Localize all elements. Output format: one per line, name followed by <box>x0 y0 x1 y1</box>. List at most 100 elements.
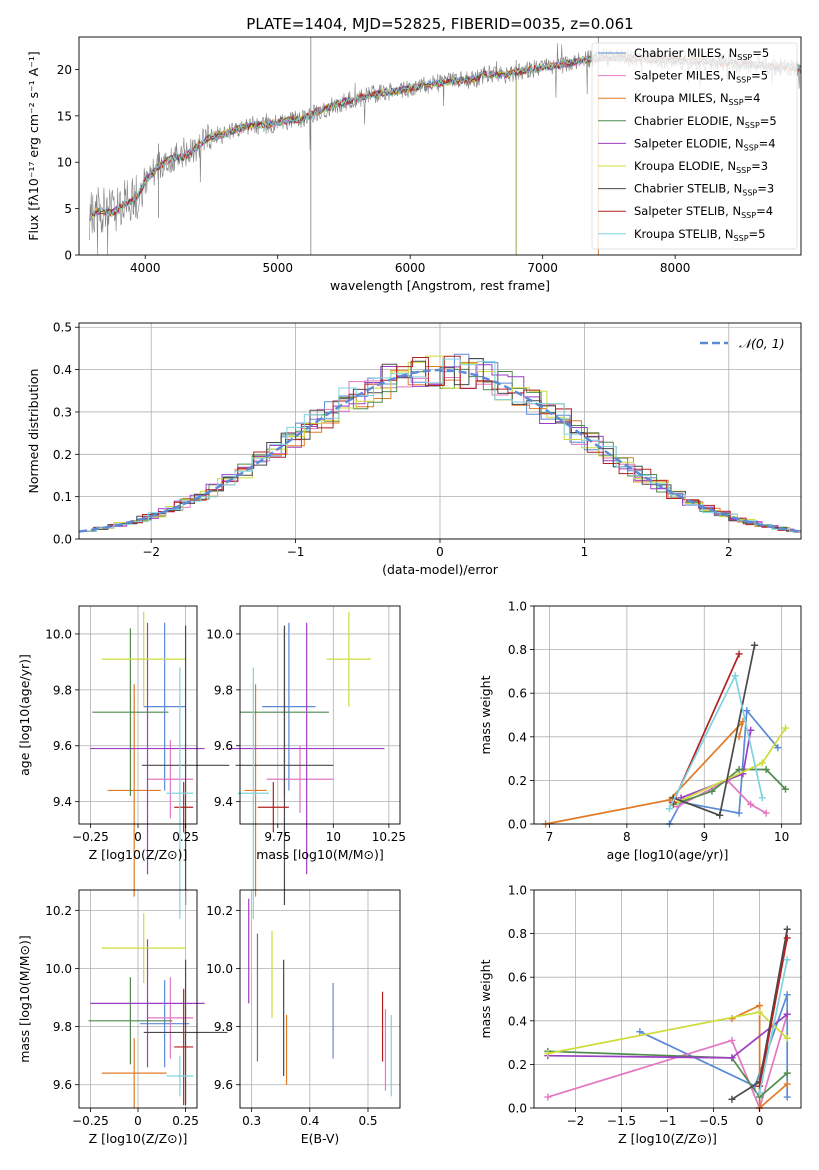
y-tick-label: 9.4 <box>53 795 72 809</box>
legend-entry: 𝒩(0, 1) <box>739 336 785 351</box>
y-tick-label: 0.2 <box>508 774 527 788</box>
axes-weight-vs-age: 7 8 9 10 0.0 0.2 0.4 0.6 0.8 1.0 age [log10(age/yr… <box>478 600 802 862</box>
y-tick-label: 9.8 <box>53 683 72 697</box>
axes-frame <box>78 889 198 1109</box>
y-tick-label: 10.0 <box>45 627 72 641</box>
axes-frame <box>78 36 802 256</box>
x-tick-label: 5000 <box>262 261 293 275</box>
y-tick-label: 0.4 <box>53 363 72 377</box>
histogram-step <box>79 358 801 532</box>
weight-point-marker <box>747 726 755 734</box>
axes-mass-vs-EBV: 0.3 0.4 0.5 9.6 9.8 10.0 10.2 E(B-V) <box>206 889 401 1146</box>
axes-mass-vs-Z: −0.25 0 0.25 9.6 9.8 10.0 10.2 Z [log10(Z/Z⊙)] m… <box>17 889 228 1146</box>
x-tick-label: 8 <box>623 830 631 844</box>
x-tick-label: 2 <box>725 545 733 559</box>
weight-series-line <box>731 1004 788 1110</box>
legend-entry: Salpeter ELODIE, NSSP=4 <box>634 136 776 152</box>
y-tick-label: 10.0 <box>206 627 233 641</box>
y-tick-label: 10.0 <box>206 962 233 976</box>
weight-point-marker <box>762 809 770 817</box>
weight-point-marker <box>728 1054 736 1062</box>
axes-frame <box>78 605 198 825</box>
x-tick-label: 8000 <box>660 261 691 275</box>
weight-point-marker <box>762 766 770 773</box>
weight-point-marker <box>735 809 743 817</box>
axes-age-vs-Z: −0.25 0 0.25 9.4 9.6 9.8 10.0 Z [log10(Z/Z⊙)] ag… <box>17 605 230 920</box>
legend: Chabrier MILES, NSSP=5 Salpeter MILES, NS… <box>591 42 798 250</box>
x-tick-label: 0 <box>436 545 444 559</box>
y-tick-label: 9.6 <box>53 1078 72 1092</box>
y-axis-label: mass weight <box>478 959 493 1038</box>
legend-box <box>591 42 798 250</box>
plot-area <box>248 898 392 1097</box>
x-axis-label: mass [log10(M/M⊙)] <box>256 847 384 862</box>
weight-point-marker <box>758 794 766 802</box>
weight-point-marker <box>716 811 724 819</box>
legend-entry: Kroupa ELODIE, NSSP=3 <box>634 159 768 175</box>
x-tick-label: 0 <box>756 1114 764 1128</box>
weight-point-marker <box>783 1080 791 1088</box>
x-axis-label: age [log10(age/yr)] <box>607 847 729 862</box>
x-axis-label: Z [log10(Z/Z⊙)] <box>618 1131 717 1146</box>
legend-entry: Kroupa STELIB, NSSP=5 <box>634 227 765 243</box>
weight-point-marker <box>544 1050 552 1057</box>
x-axis-label: E(B-V) <box>301 1131 340 1146</box>
weight-point-marker <box>758 759 766 767</box>
x-tick-label: 9.75 <box>264 830 291 844</box>
weight-point-marker <box>665 796 673 804</box>
x-axis-label: wavelength [Angstrom, rest frame] <box>330 278 550 293</box>
y-tick-label: 0.2 <box>508 1058 527 1072</box>
weight-point-marker <box>728 1036 736 1044</box>
y-tick-label: 0.5 <box>53 321 72 335</box>
weight-series-line <box>758 959 789 1093</box>
legend-entry: Salpeter MILES, NSSP=5 <box>634 69 768 85</box>
weight-point-marker <box>783 1034 791 1042</box>
axes-spectrum: 4000 5000 6000 7000 8000 0 5 10 15 20 wavelength [… <box>26 36 802 293</box>
legend-entry: Chabrier STELIB, NSSP=3 <box>634 182 774 198</box>
y-tick-label: 1.0 <box>508 600 527 614</box>
weight-point-marker <box>665 805 673 813</box>
axes-frame <box>78 322 802 540</box>
weight-point-marker <box>783 925 791 933</box>
y-tick-label: 0.0 <box>508 1102 527 1116</box>
plot-area <box>78 353 802 533</box>
y-tick-label: 0.1 <box>53 490 72 504</box>
y-tick-label: 10.0 <box>45 962 72 976</box>
weight-point-marker <box>774 744 782 752</box>
x-tick-label: 7000 <box>527 261 558 275</box>
plot-area <box>544 925 791 1112</box>
histogram-step <box>79 355 801 532</box>
x-axis-label: (data-model)/error <box>382 562 499 577</box>
axes-frame <box>533 605 802 825</box>
legend-entry: Salpeter STELIB, NSSP=4 <box>634 204 773 220</box>
y-tick-label: 0.6 <box>508 687 527 701</box>
y-tick-label: 0.4 <box>508 1014 527 1028</box>
x-tick-label: −2 <box>142 545 160 559</box>
y-axis-label: age [log10(age/yr)] <box>17 654 32 776</box>
y-tick-label: 15 <box>57 109 72 123</box>
weight-point-marker <box>743 707 751 715</box>
y-tick-label: 9.6 <box>214 739 233 753</box>
x-tick-label: 0.25 <box>172 1114 199 1128</box>
x-tick-label: −1 <box>287 545 305 559</box>
weight-point-marker <box>783 1010 791 1018</box>
weight-series-line <box>547 1050 788 1099</box>
weight-point-marker <box>783 1093 791 1101</box>
axes-frame <box>239 605 401 825</box>
y-tick-label: 9.8 <box>214 683 233 697</box>
weight-series-line <box>758 937 789 1087</box>
axes-frame <box>533 889 802 1109</box>
y-axis-label: Flux [fλ10⁻¹⁷ erg cm⁻² s⁻¹ A⁻¹] <box>26 51 41 240</box>
x-tick-label: −1 <box>659 1114 677 1128</box>
weight-point-marker <box>636 1028 644 1036</box>
weight-point-marker <box>782 785 790 793</box>
y-tick-label: 0.4 <box>508 730 527 744</box>
weight-point-marker <box>782 724 790 732</box>
plot-area <box>542 641 790 828</box>
y-axis-label: mass weight <box>478 675 493 754</box>
legend-entry: Kroupa MILES, NSSP=4 <box>634 91 760 107</box>
y-tick-label: 10 <box>57 156 72 170</box>
y-tick-label: 0.0 <box>53 533 72 547</box>
weight-point-marker <box>751 641 759 649</box>
